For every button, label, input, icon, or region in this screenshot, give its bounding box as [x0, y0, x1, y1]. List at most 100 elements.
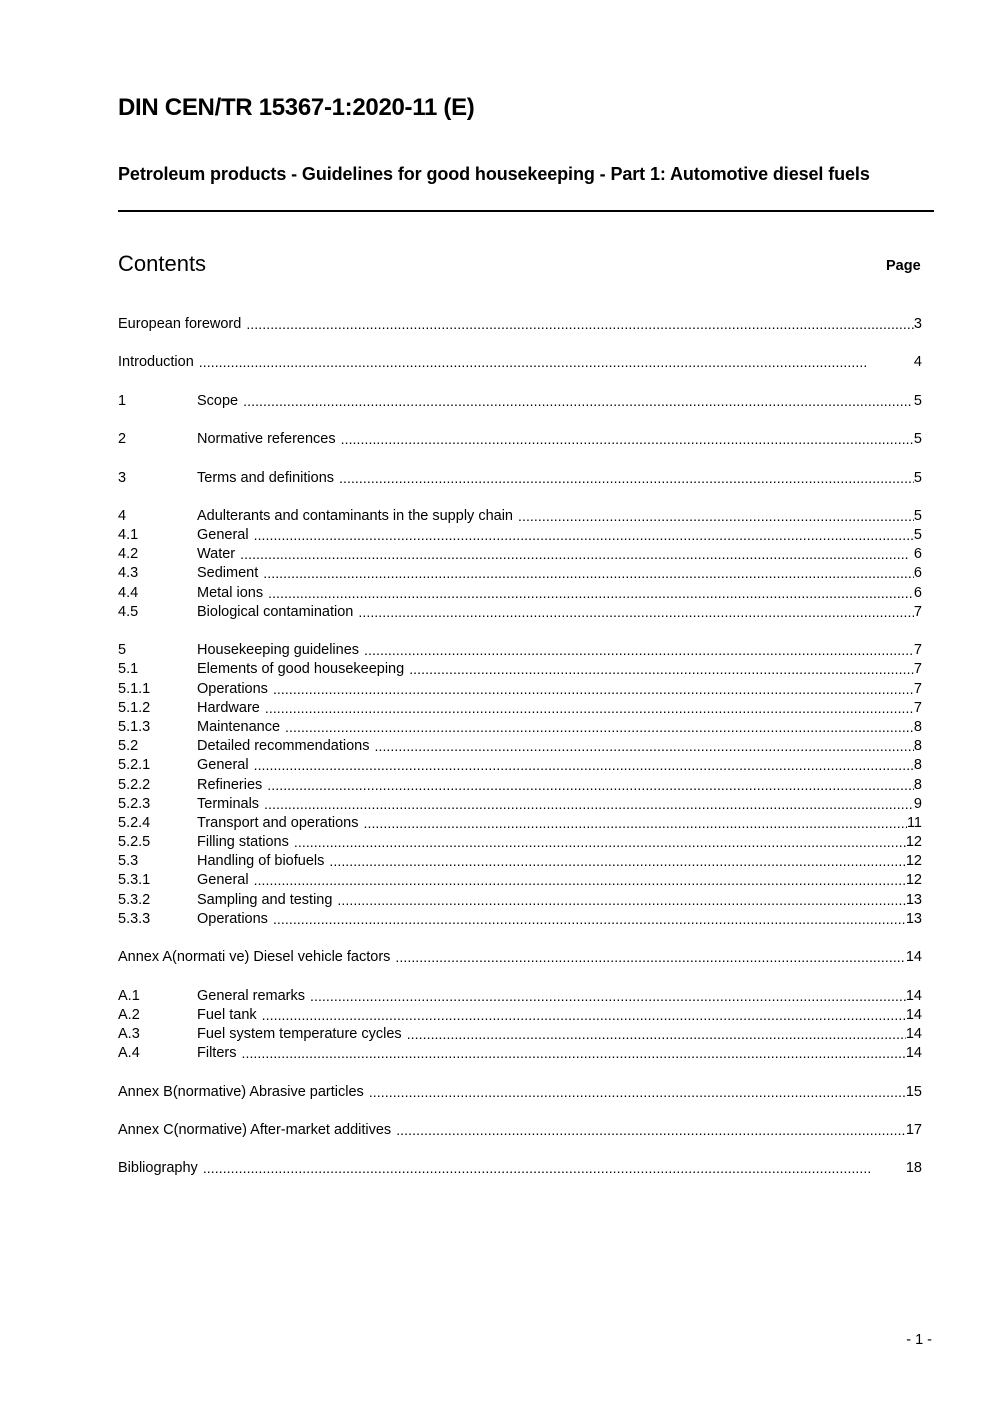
- toc-leader-dots: [363, 814, 906, 833]
- toc-entry[interactable]: A.4 Filters 14: [118, 1044, 922, 1063]
- toc-entry-page: 8: [913, 776, 922, 793]
- table-of-contents: European foreword 3 Introduction 4 1 Scope 5 2 N…: [118, 315, 922, 1198]
- toc-entry[interactable]: 5.2.3 Terminals 9: [118, 795, 922, 814]
- toc-entry[interactable]: 5.1.2 Hardware 7: [118, 699, 922, 718]
- toc-entry-page: 13: [905, 910, 922, 927]
- toc-leader-dots: [310, 987, 906, 1006]
- toc-entry[interactable]: European foreword 3: [118, 315, 922, 334]
- toc-entry-number: 5.1.3: [118, 718, 151, 735]
- toc-leader-dots: [268, 584, 914, 603]
- toc-group: Annex B(normative) Abrasive particles 15: [118, 1083, 922, 1102]
- toc-entry[interactable]: 5 Housekeeping guidelines 7: [118, 641, 922, 660]
- toc-entry[interactable]: 5.3.3 Operations 13: [118, 910, 922, 929]
- toc-entry-page: 18: [905, 1160, 922, 1177]
- document-title: DIN CEN/TR 15367-1:2020-11 (E): [118, 94, 475, 121]
- toc-group: Bibliography 18: [118, 1159, 922, 1178]
- toc-entry-page: 12: [905, 834, 922, 851]
- toc-entry-number: 5.1: [118, 661, 139, 678]
- toc-entry-number: 5.2.5: [118, 834, 151, 851]
- toc-entry[interactable]: A.3 Fuel system temperature cycles 14: [118, 1025, 922, 1044]
- toc-entry[interactable]: 5.2.2 Refineries 8: [118, 776, 922, 795]
- toc-entry-number: 4: [118, 507, 127, 524]
- toc-entry-title: Hardware: [197, 699, 260, 716]
- toc-entry-page: 13: [905, 891, 922, 908]
- toc-entry-number: 5.3.2: [118, 891, 151, 908]
- toc-leader-dots: [241, 1044, 905, 1063]
- toc-entry[interactable]: 5.2.5 Filling stations 12: [118, 833, 922, 852]
- toc-entry-title: Housekeeping guidelines: [197, 642, 360, 659]
- toc-group: Annex C(normative) After-market additive…: [118, 1121, 922, 1140]
- toc-entry-page: 6: [913, 565, 922, 582]
- toc-entry[interactable]: 4 Adulterants and contaminants in the sup…: [118, 507, 922, 526]
- toc-entry[interactable]: 5.2 Detailed recommendations 8: [118, 737, 922, 756]
- toc-entry-page: 3: [913, 316, 922, 332]
- toc-entry[interactable]: 4.4 Metal ions 6: [118, 584, 922, 603]
- toc-entry[interactable]: 5.2.4 Transport and operations 11: [118, 814, 922, 833]
- toc-leader-dots: [407, 1025, 906, 1044]
- toc-entry-title: Terms and definitions: [197, 469, 335, 486]
- toc-entry[interactable]: 4.2 Water 6: [118, 545, 922, 564]
- toc-leader-dots: [267, 776, 914, 795]
- toc-entry-page: 5: [913, 527, 922, 544]
- toc-entry-page: 5: [913, 469, 922, 486]
- toc-entry-number: 5.3.3: [118, 910, 151, 927]
- toc-leader-dots: [285, 718, 914, 737]
- toc-leader-dots: [240, 545, 914, 564]
- toc-entry[interactable]: 5.1.1 Operations 7: [118, 680, 922, 699]
- toc-entry-number: 5.2.3: [118, 795, 151, 812]
- toc-entry-title: Annex C(normative) After-market additive…: [118, 1121, 392, 1138]
- toc-entry-title: Adulterants and contaminants in the supp…: [197, 507, 513, 524]
- toc-entry-page: 4: [913, 354, 922, 371]
- toc-leader-dots: [396, 1121, 906, 1140]
- toc-entry[interactable]: Annex B(normative) Abrasive particles 15: [118, 1083, 922, 1102]
- toc-entry[interactable]: Introduction 4: [118, 353, 922, 372]
- toc-entry[interactable]: 4.1 General 5: [118, 526, 922, 545]
- toc-entry-page: 7: [913, 603, 922, 620]
- toc-entry-number: 4.3: [118, 565, 139, 582]
- toc-entry-page: 7: [913, 699, 922, 716]
- toc-entry-page: 14: [905, 1006, 922, 1023]
- toc-entry-page: 7: [913, 680, 922, 697]
- toc-entry[interactable]: 5.3.1 General 12: [118, 871, 922, 890]
- toc-group: European foreword 3: [118, 315, 922, 334]
- toc-group: 4 Adulterants and contaminants in the sup…: [118, 507, 922, 622]
- toc-entry-number: 1: [118, 392, 127, 409]
- toc-entry-page: 6: [913, 546, 922, 563]
- toc-entry[interactable]: 5.2.1 General 8: [118, 756, 922, 775]
- toc-group: Introduction 4: [118, 353, 922, 372]
- toc-entry-page: 8: [913, 718, 922, 735]
- toc-entry[interactable]: Annex C(normative) After-market additive…: [118, 1121, 922, 1140]
- toc-entry-title: Water: [197, 546, 236, 563]
- toc-leader-dots: [254, 871, 906, 890]
- toc-entry-title: Refineries: [197, 776, 263, 793]
- toc-entry-page: 8: [913, 738, 922, 755]
- toc-leader-dots: [273, 910, 906, 929]
- toc-entry[interactable]: 1 Scope 5: [118, 392, 922, 411]
- toc-entry-title: Introduction: [118, 354, 194, 371]
- toc-group: 5 Housekeeping guidelines 7 5.1 Elements of …: [118, 641, 922, 929]
- toc-entry[interactable]: 5.3 Handling of biofuels 12: [118, 852, 922, 871]
- toc-entry[interactable]: 4.5 Biological contamination 7: [118, 603, 922, 622]
- toc-group: 3 Terms and definitions 5: [118, 469, 922, 488]
- toc-leader-dots: [369, 1083, 906, 1102]
- toc-entry[interactable]: 5.1 Elements of good housekeeping 7: [118, 660, 922, 679]
- toc-entry[interactable]: A.1 General remarks 14: [118, 987, 922, 1006]
- toc-entry[interactable]: 4.3 Sediment 6: [118, 564, 922, 583]
- toc-entry-number: 2: [118, 431, 127, 448]
- toc-entry-page: 14: [905, 1025, 922, 1042]
- toc-entry-number: 3: [118, 469, 127, 486]
- toc-entry-page: 5: [913, 392, 922, 409]
- toc-entry-page: 17: [905, 1121, 922, 1138]
- toc-entry[interactable]: 5.1.3 Maintenance 8: [118, 718, 922, 737]
- toc-entry-title: Scope: [197, 392, 239, 409]
- toc-entry[interactable]: 2 Normative references 5: [118, 430, 922, 449]
- toc-leader-dots: [364, 641, 914, 660]
- toc-entry[interactable]: Annex A(normati ve) Diesel vehicle facto…: [118, 948, 922, 967]
- toc-entry[interactable]: A.2 Fuel tank 14: [118, 1006, 922, 1025]
- toc-entry-page: 9: [913, 795, 922, 812]
- toc-entry-title: Fuel system temperature cycles: [197, 1025, 402, 1042]
- toc-entry[interactable]: 5.3.2 Sampling and testing 13: [118, 891, 922, 910]
- toc-entry[interactable]: 3 Terms and definitions 5: [118, 469, 922, 488]
- toc-entry[interactable]: Bibliography 18: [118, 1159, 922, 1178]
- toc-entry-page: 5: [913, 507, 922, 524]
